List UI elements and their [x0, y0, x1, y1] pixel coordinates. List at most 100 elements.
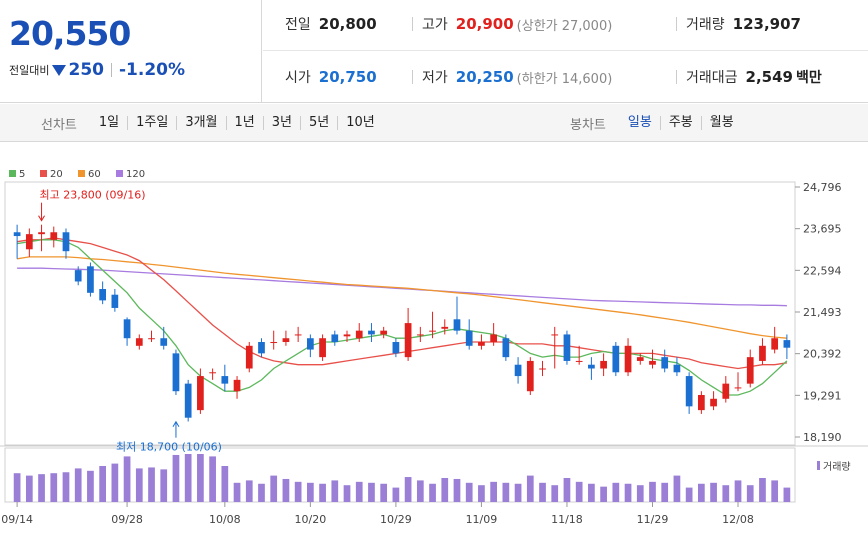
candle-body [771, 338, 779, 350]
candle-body [197, 376, 204, 411]
tab-3y[interactable]: 3년 [262, 116, 300, 130]
ma5-line [16, 239, 788, 396]
high-value: 20,900 [455, 15, 514, 33]
tab-10y[interactable]: 10년 [337, 116, 383, 130]
volume-bar [416, 480, 424, 502]
volume-legend-label: 거래량 [823, 461, 851, 473]
low-value: 20,250 [455, 68, 514, 86]
stock-chart[interactable]: 5 20 60 120 24,796 23,695 22,594 21,493 20,392 19… [0, 142, 868, 545]
y-tick-label: 22,594 [803, 264, 842, 277]
candle-body [62, 232, 70, 252]
divider [412, 70, 413, 84]
candle-body [673, 364, 681, 373]
candle-body [245, 345, 253, 369]
candle-body [722, 383, 730, 399]
candle-body [184, 383, 192, 418]
candle-body [478, 342, 485, 346]
candle-body [258, 342, 265, 354]
volume-bar [563, 478, 571, 502]
candle-body [306, 338, 314, 350]
volume-bar [282, 478, 290, 502]
candle-body [685, 376, 693, 407]
volume-bar [600, 486, 607, 502]
candle-body [294, 334, 302, 336]
range-tabs: 선차트 1일 1주일 3개월 1년 3년 5년 10년 [41, 104, 383, 142]
volume-bar [38, 474, 45, 502]
tab-daily[interactable]: 일봉 [627, 115, 652, 130]
divider [412, 17, 413, 31]
candle-body [331, 334, 339, 343]
x-tick-label: 09/14 [1, 513, 33, 526]
volume-bar [111, 463, 119, 502]
y-tick-label: 19,291 [803, 389, 842, 402]
tab-1d[interactable]: 1일 [98, 115, 120, 130]
candle-body [551, 334, 559, 336]
change-label: 전일대비 [9, 64, 50, 77]
volume-bar [380, 483, 388, 502]
candle-body [123, 319, 131, 339]
lower-limit: (하한가 14,600) [516, 71, 613, 87]
legend-label-ma20: 20 [50, 169, 63, 180]
low-stat: 저가 20,250 (하한가 14,600) [422, 67, 612, 87]
candle-body [99, 289, 107, 301]
down-triangle-icon [52, 64, 67, 76]
high-annotation-arrowhead [38, 215, 45, 222]
prev-close-value: 20,800 [318, 15, 377, 33]
candle-body [600, 360, 607, 369]
candle-body [734, 387, 742, 389]
volume-bar [746, 485, 754, 502]
volume-bar [123, 456, 131, 502]
candle-body [13, 232, 21, 237]
volume-bar [258, 483, 265, 502]
legend-label-ma60: 60 [88, 169, 101, 180]
tab-weekly[interactable]: 주봉 [659, 116, 701, 130]
volume-bar [502, 482, 510, 502]
tab-1w[interactable]: 1주일 [127, 116, 176, 130]
change-percent: -1.20% [118, 60, 186, 80]
candle-body [404, 323, 412, 358]
y-tick-label: 24,796 [803, 181, 842, 194]
candle-body [710, 398, 717, 407]
high-label: 고가 [422, 17, 448, 33]
volume-bar [343, 485, 351, 502]
candle-body [661, 357, 669, 369]
quote-header: 20,550 전일대비 250 -1.20% 전일 20,800 고가 20,9… [0, 0, 868, 103]
candle-body [526, 360, 534, 392]
volume-bar [734, 480, 742, 502]
tab-3m[interactable]: 3개월 [176, 116, 225, 130]
current-price: 20,550 [9, 14, 131, 53]
candle-body [636, 357, 644, 361]
y-tick-label: 21,493 [803, 306, 842, 319]
candle-body [270, 342, 278, 344]
candle-body [50, 232, 58, 240]
high-annotation: 최고 23,800 (09/16) [40, 189, 146, 202]
volume-bar [783, 487, 791, 502]
candle-body [74, 270, 82, 282]
volume-bar [99, 466, 107, 502]
row-divider [263, 50, 868, 51]
divider [110, 63, 112, 77]
legend-label-ma120: 120 [126, 169, 145, 180]
tab-1y[interactable]: 1년 [225, 116, 263, 130]
candle-body [502, 338, 510, 358]
volume-bar [612, 482, 620, 502]
x-tick-label: 11/09 [466, 513, 498, 526]
candle-body [624, 345, 632, 373]
candle-body [25, 234, 33, 250]
x-tick-label: 09/28 [111, 513, 143, 526]
tab-5y[interactable]: 5년 [300, 116, 337, 130]
tab-monthly[interactable]: 월봉 [700, 116, 742, 130]
y-tick-label: 18,190 [803, 431, 842, 444]
open-value: 20,750 [318, 68, 377, 86]
change-row: 전일대비 250 -1.20% [9, 60, 185, 80]
open-label: 시가 [285, 70, 311, 86]
candle-body [612, 345, 620, 373]
ma120-line [17, 267, 787, 307]
candle-body [514, 364, 522, 377]
volume-bar [649, 481, 656, 502]
volume-bar [453, 478, 461, 502]
volume-bar [759, 478, 766, 502]
volume-bar [392, 487, 400, 502]
volume-bar [771, 480, 779, 502]
volume-bar [368, 482, 375, 502]
